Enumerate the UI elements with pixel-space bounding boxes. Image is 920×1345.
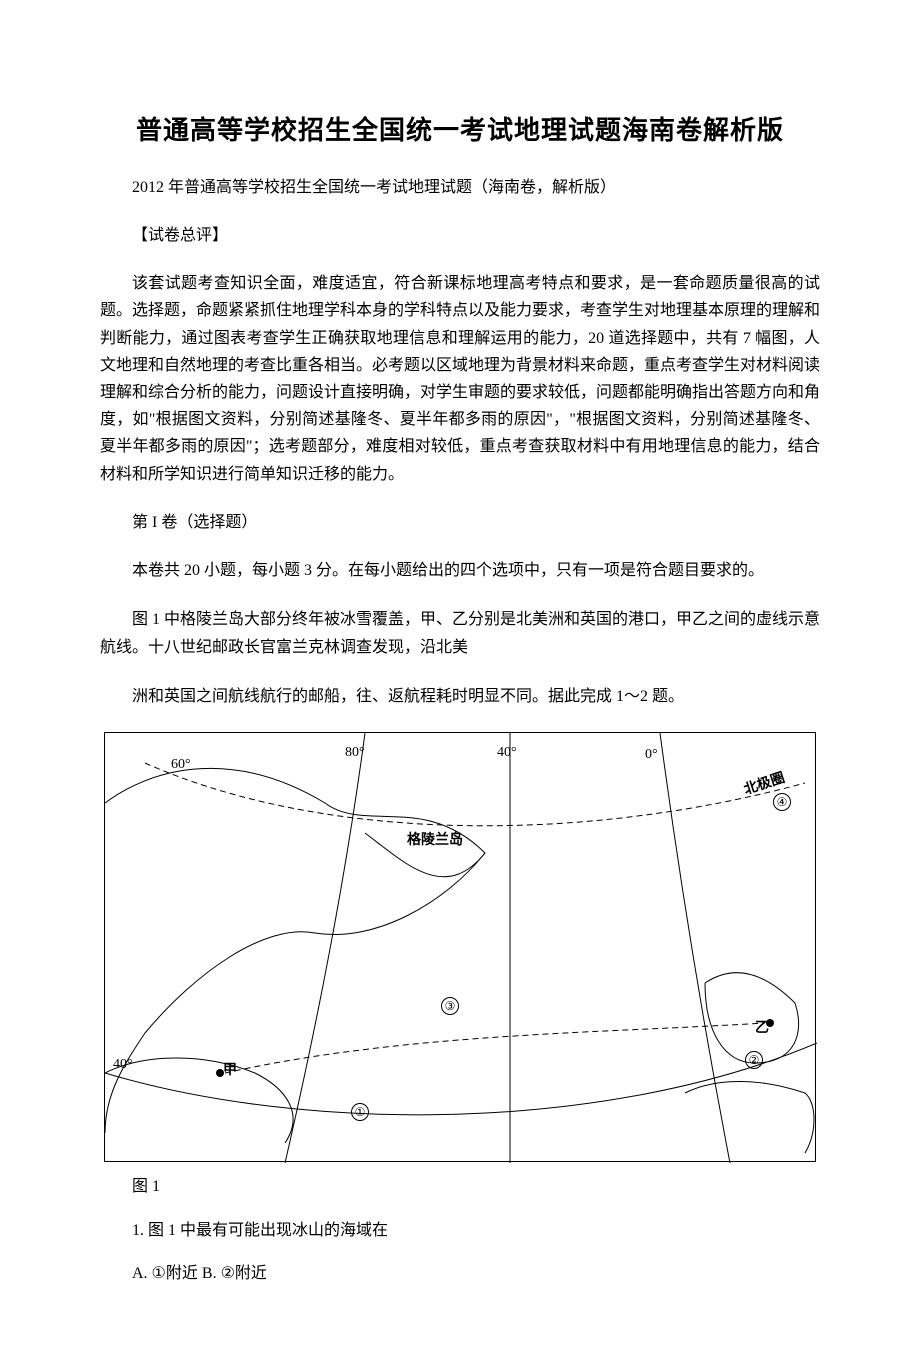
map-label-lon80: 80° [345, 745, 365, 761]
question-1: 1. 图 1 中最有可能出现冰山的海域在 [100, 1218, 820, 1244]
q1-options: A. ①附近 B. ②附近 [100, 1261, 820, 1287]
map-label-jia: 甲 [223, 1059, 237, 1079]
map-figure: 60° 80° 40° 0° 北极圈 格陵兰岛 40° 甲 乙 ① ② ③ ④ [104, 732, 816, 1162]
subtitle-line: 2012 年普通高等学校招生全国统一考试地理试题（海南卷，解析版） [100, 175, 820, 201]
map-label-lon40: 40° [497, 745, 517, 761]
figure-container: 60° 80° 40° 0° 北极圈 格陵兰岛 40° 甲 乙 ① ② ③ ④ [100, 732, 820, 1162]
q1-text: 图 1 中最有可能出现冰山的海域在 [148, 1222, 388, 1239]
map-label-lat40: 40° [113, 1057, 133, 1073]
map-marker-4: ④ [773, 793, 791, 811]
section1-description: 本卷共 20 小题，每小题 3 分。在每小题给出的四个选项中，只有一项是符合题目… [100, 557, 820, 584]
map-label-lon0: 0° [645, 747, 658, 763]
context-para-1: 图 1 中格陵兰岛大部分终年被冰雪覆盖，甲、乙分别是北美洲和英国的港口，甲乙之间… [100, 606, 820, 660]
map-label-yi: 乙 [755, 1017, 769, 1037]
map-svg [105, 733, 817, 1163]
q1-number: 1. [132, 1222, 144, 1239]
map-label-greenland: 格陵兰岛 [407, 829, 463, 849]
context-para-2: 洲和英国之间航线航行的邮船，往、返航程耗时明显不同。据此完成 1～2 题。 [100, 683, 820, 710]
review-body: 该套试题考查知识全面，难度适宜，符合新课标地理高考特点和要求，是一套命题质量很高… [100, 270, 820, 488]
map-label-60: 60° [171, 757, 191, 773]
map-marker-3: ③ [441, 997, 459, 1015]
review-header: 【试卷总评】 [100, 223, 820, 249]
section1-label: 第 I 卷（选择题） [100, 510, 820, 536]
page-title: 普通高等学校招生全国统一考试地理试题海南卷解析版 [100, 110, 820, 147]
figure-caption: 图 1 [100, 1174, 820, 1200]
map-marker-2: ② [745, 1051, 763, 1069]
map-marker-1: ① [351, 1103, 369, 1121]
